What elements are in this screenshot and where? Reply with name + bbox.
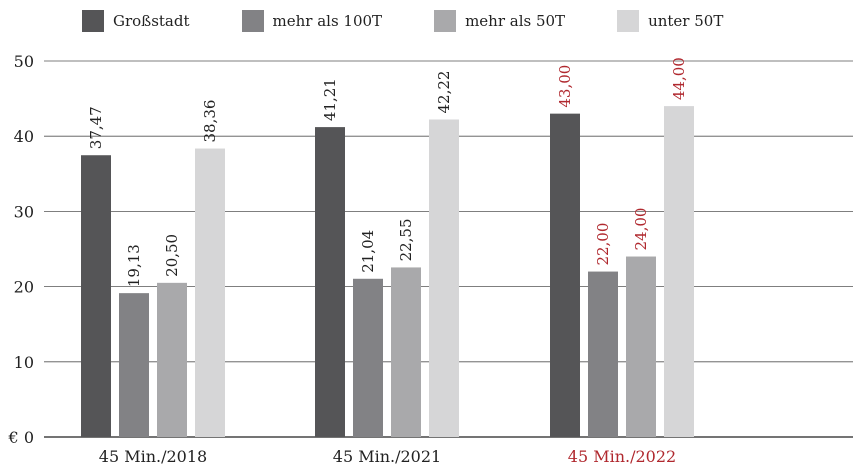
legend-swatch	[434, 10, 457, 32]
y-tick-label: € 0	[8, 428, 34, 447]
bar-value-label: 20,50	[163, 234, 181, 277]
bar-value-label: 38,36	[201, 100, 219, 143]
bar-value-label: 44,00	[670, 57, 688, 100]
legend-item: mehr als 50T	[434, 10, 565, 32]
y-tick-label: 30	[14, 202, 34, 221]
bar	[315, 127, 345, 437]
y-tick-label: 20	[14, 278, 34, 297]
bar	[550, 113, 580, 437]
legend-item: Großstadt	[82, 10, 190, 32]
legend-item: unter 50T	[617, 10, 723, 32]
bar-value-label: 43,00	[556, 65, 574, 108]
bar-value-label: 24,00	[632, 208, 650, 251]
bar-value-label: 22,00	[594, 223, 612, 266]
legend-label: mehr als 100T	[272, 12, 383, 30]
legend-label: Großstadt	[113, 12, 190, 30]
bar	[157, 282, 187, 437]
bar	[626, 256, 656, 437]
x-tick-label: 45 Min./2022	[568, 447, 676, 464]
chart-legend: Großstadt mehr als 100T mehr als 50T unter …	[82, 10, 775, 32]
y-tick-label: 50	[14, 52, 34, 71]
x-tick-label: 45 Min./2021	[333, 447, 441, 464]
y-tick-label: 10	[14, 353, 34, 372]
bar	[353, 278, 383, 437]
bar	[429, 119, 459, 437]
legend-item: mehr als 100T	[241, 10, 383, 32]
bar-value-label: 37,47	[87, 106, 105, 149]
bar	[664, 106, 694, 438]
bar-value-label: 19,13	[125, 244, 143, 287]
legend-swatch	[241, 10, 264, 32]
bar-value-label: 42,22	[435, 71, 453, 114]
bar-value-label: 41,21	[321, 78, 339, 121]
bar	[391, 267, 421, 437]
bar	[588, 271, 618, 437]
legend-swatch	[617, 10, 640, 32]
x-tick-label: 45 Min./2018	[99, 447, 207, 464]
y-tick-label: 40	[14, 127, 34, 146]
bar-value-label: 21,04	[359, 230, 377, 273]
bar-value-label: 22,55	[397, 218, 415, 261]
legend-label: mehr als 50T	[465, 12, 566, 30]
bar	[195, 148, 225, 437]
legend-swatch	[82, 10, 104, 32]
legend-label: unter 50T	[648, 12, 724, 30]
bar	[119, 293, 149, 437]
bar	[81, 155, 111, 438]
